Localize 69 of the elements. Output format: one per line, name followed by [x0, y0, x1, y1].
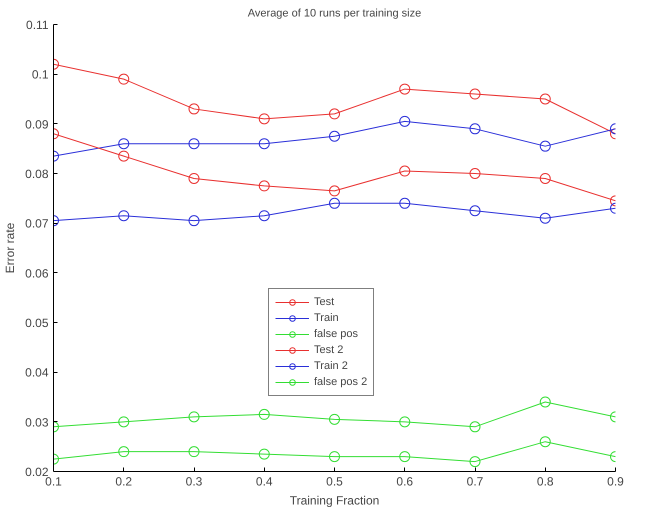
x-tick-label: 0.8: [536, 474, 554, 488]
x-tick-label: 0.7: [466, 474, 484, 488]
y-axis-title: Error rate: [3, 222, 18, 274]
point: [258, 138, 270, 150]
x-tick-label: 0.6: [396, 474, 414, 488]
x-tick-label: 0.3: [186, 474, 203, 488]
point: [329, 451, 340, 462]
y-tick-label: 0.1: [32, 68, 49, 82]
point: [399, 84, 410, 95]
y-tick-label: 0.08: [25, 167, 49, 181]
point: [470, 421, 480, 432]
point: [118, 416, 130, 428]
point: [258, 113, 270, 124]
point: [470, 123, 480, 134]
point: [399, 198, 410, 209]
y-tick-label: 0.05: [25, 316, 49, 330]
point: [470, 205, 480, 216]
y-tick-label: 0.03: [25, 415, 49, 430]
x-tick-label: 0.9: [607, 474, 624, 488]
point: [540, 140, 551, 152]
y-tick-label: 0.04: [25, 366, 49, 380]
point: [258, 448, 270, 460]
point: [540, 436, 551, 448]
point: [329, 414, 340, 425]
legend-label: false pos: [314, 327, 358, 341]
legend-label: false pos 2: [314, 375, 368, 389]
chart-title: Average of 10 runs per training size: [248, 8, 422, 20]
point: [470, 456, 480, 468]
point: [540, 94, 551, 104]
point: [399, 116, 410, 127]
point: [258, 180, 270, 192]
point: [540, 396, 551, 408]
y-tick-label: 0.09: [25, 117, 49, 132]
point: [540, 172, 551, 184]
y-tick-label: 0.11: [26, 18, 49, 32]
point: [329, 130, 340, 142]
x-tick-label: 0.1: [45, 474, 62, 488]
point: [188, 138, 200, 150]
point: [118, 138, 130, 150]
x-tick-label: 0.4: [256, 474, 273, 488]
point: [399, 166, 410, 177]
point: [118, 210, 130, 222]
legend-label: Train 2: [314, 359, 348, 373]
point: [470, 88, 480, 100]
y-tick-label: 0.07: [25, 216, 49, 231]
point: [470, 168, 480, 179]
point: [329, 185, 340, 196]
y-tick-label: 0.06: [25, 266, 49, 280]
point: [118, 446, 130, 458]
point: [118, 74, 130, 85]
legend-label: Train: [314, 311, 339, 325]
point: [329, 108, 340, 120]
point: [188, 215, 200, 226]
point: [399, 416, 410, 428]
point: [188, 446, 200, 458]
legend-label: Test: [314, 295, 334, 309]
point: [329, 198, 340, 209]
legend-label: Test 2: [314, 343, 344, 357]
x-tick-label: 0.5: [326, 474, 344, 488]
point: [188, 411, 200, 422]
point: [258, 408, 270, 420]
point: [540, 212, 551, 224]
point: [399, 451, 410, 462]
point: [188, 103, 200, 114]
point: [118, 150, 130, 162]
point: [188, 172, 200, 184]
x-axis-title: Training Fraction: [290, 494, 380, 508]
point: [258, 210, 270, 222]
x-tick-label: 0.2: [115, 474, 132, 488]
